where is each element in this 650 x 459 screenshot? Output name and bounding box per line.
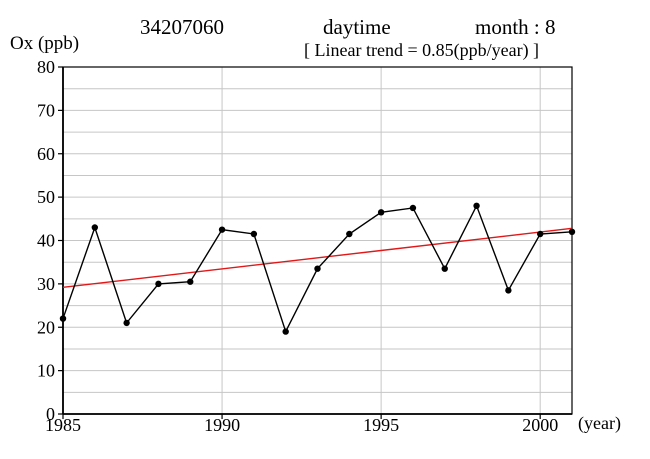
trend-line xyxy=(62,227,573,289)
data-point-marker xyxy=(409,204,417,212)
y-tick-label: 80 xyxy=(37,57,55,77)
data-point-marker xyxy=(473,202,480,209)
data-point-marker xyxy=(346,230,353,238)
linear-trend-label: [ Linear trend = 0.85(ppb/year) ] xyxy=(304,40,540,60)
data-point-marker xyxy=(314,265,321,272)
x-tick-label: 2000 xyxy=(522,415,558,435)
x-tick-label: 1990 xyxy=(204,415,240,435)
data-point-marker xyxy=(123,319,130,327)
data-point-marker xyxy=(441,265,448,272)
data-point-marker xyxy=(91,224,99,231)
data-point-marker xyxy=(282,328,289,335)
y-tick-label: 20 xyxy=(37,317,55,337)
x-tick-label: 1985 xyxy=(45,415,81,435)
x-axis-unit-label: (year) xyxy=(578,413,621,433)
station-id: 34207060 xyxy=(140,15,224,39)
data-point-marker xyxy=(218,226,226,233)
data-point-marker xyxy=(187,278,194,285)
data-point-marker xyxy=(568,228,576,236)
data-point-marker xyxy=(536,230,544,238)
data-point-marker xyxy=(250,230,258,238)
x-tick-label: 1995 xyxy=(363,415,399,435)
data-point-marker xyxy=(377,209,385,216)
y-axis-title: Ox (ppb) xyxy=(10,33,80,54)
y-tick-label: 60 xyxy=(37,144,55,164)
y-tick-label: 0 xyxy=(46,404,55,424)
daytime-label: daytime xyxy=(323,15,391,39)
y-tick-label: 70 xyxy=(37,100,55,120)
y-tick-label: 10 xyxy=(37,361,55,381)
data-point-marker xyxy=(59,315,67,322)
y-tick-label: 40 xyxy=(37,231,55,251)
y-tick-label: 30 xyxy=(37,274,55,294)
data-point-marker xyxy=(505,287,512,294)
month-label: month : 8 xyxy=(475,15,556,39)
data-point-marker xyxy=(155,280,162,288)
y-tick-label: 50 xyxy=(37,187,55,207)
